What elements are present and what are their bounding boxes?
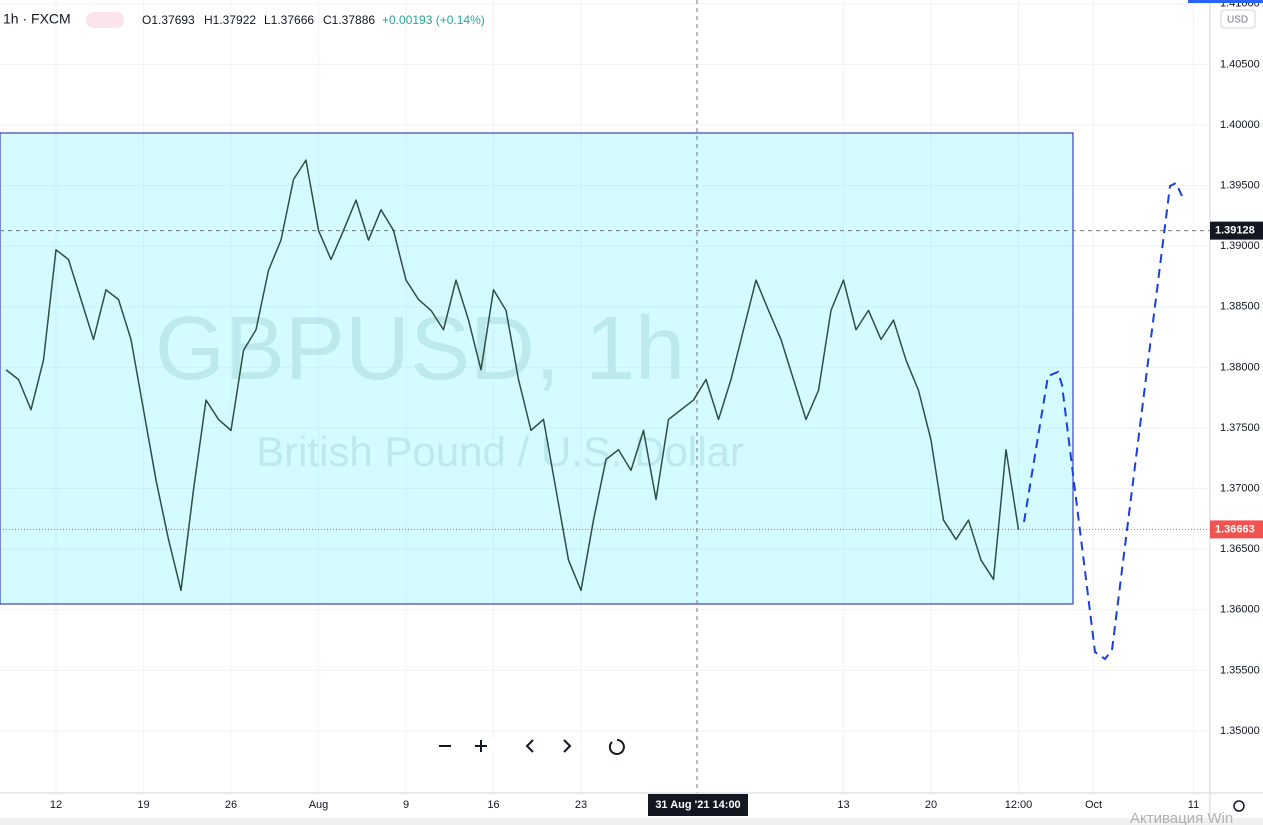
- x-tick-label: Aug: [309, 799, 329, 811]
- y-tick-label: 1.37000: [1220, 482, 1260, 494]
- last-price-box: [1210, 520, 1263, 539]
- currency: USD: [1227, 15, 1248, 26]
- y-tick-label: 1.39500: [1220, 179, 1260, 191]
- crosshair-price-box: [1210, 221, 1263, 240]
- y-tick-label: 1.37500: [1220, 422, 1260, 434]
- y-tick-label: 1.38500: [1220, 301, 1260, 313]
- x-tick-label: 13: [837, 799, 849, 811]
- x-tick-label: 9: [403, 799, 409, 811]
- y-tick-label: 1.40500: [1220, 58, 1260, 70]
- y-tick-label: 1.41000: [1220, 0, 1260, 10]
- top-accent: [1188, 0, 1263, 3]
- symbol: 1h · FXCM: [3, 11, 71, 27]
- icon: [475, 740, 487, 752]
- last-price: 1.36663: [1215, 523, 1255, 535]
- forecast-path: [1023, 181, 1183, 661]
- watermark: GBPUSD, 1h: [155, 299, 685, 399]
- x-tick-label: 19: [137, 799, 149, 811]
- x-tick-label: 12:00: [1005, 799, 1033, 811]
- scroll-right[interactable]: [553, 732, 581, 760]
- icon: [525, 739, 534, 753]
- crosshair-price: 1.39128: [1215, 225, 1255, 237]
- y-tick-label: 1.36000: [1220, 604, 1260, 616]
- price-line: [5, 159, 1020, 592]
- icon: [563, 739, 572, 753]
- icon: [608, 739, 625, 755]
- plot: [0, 159, 1210, 592]
- axis: 1.35000 1.35500 1.36000 1.36500 1.37000 1.375…: [50, 0, 1263, 811]
- x-tick-label: 12: [50, 799, 62, 811]
- os-notice: Активация Win: [1130, 810, 1233, 825]
- close: C1.37886: [323, 13, 375, 27]
- zoom-controls: [431, 732, 631, 760]
- x-tick-label: 16: [487, 799, 499, 811]
- range-box: [0, 132, 1074, 605]
- currency-button[interactable]: [1220, 9, 1256, 29]
- crosshair-label-box: [648, 794, 748, 816]
- reset[interactable]: [603, 732, 631, 760]
- grid: [0, 0, 1210, 793]
- y-tick-label: 1.36500: [1220, 543, 1260, 555]
- indicator-pill[interactable]: [86, 12, 124, 28]
- crosshair-label: 31 Aug '21 14:00: [655, 799, 740, 811]
- x-tick-label: Oct: [1085, 799, 1102, 811]
- y-tick-label: 1.39000: [1220, 240, 1260, 252]
- low: L1.37666: [264, 13, 314, 27]
- x-tick-label: 26: [225, 799, 237, 811]
- open: O1.37693: [142, 13, 195, 27]
- change: +0.00193 (+0.14%): [382, 13, 485, 27]
- y-tick-label: 1.40000: [1220, 119, 1260, 131]
- x-tick-label: 20: [925, 799, 937, 811]
- watermark-subtitle: British Pound / U.S. Dollar: [256, 428, 744, 475]
- y-tick-label: 1.38000: [1220, 361, 1260, 373]
- footer: [0, 818, 1263, 825]
- y-tick-label: 1.35500: [1220, 664, 1260, 676]
- scroll-left[interactable]: [516, 732, 544, 760]
- high: H1.37922: [204, 13, 256, 27]
- x-tick-label: 11: [1188, 799, 1199, 811]
- x-tick-label: 23: [575, 799, 587, 811]
- settings[interactable]: [1233, 800, 1245, 812]
- y-tick-label: 1.35000: [1220, 725, 1260, 737]
